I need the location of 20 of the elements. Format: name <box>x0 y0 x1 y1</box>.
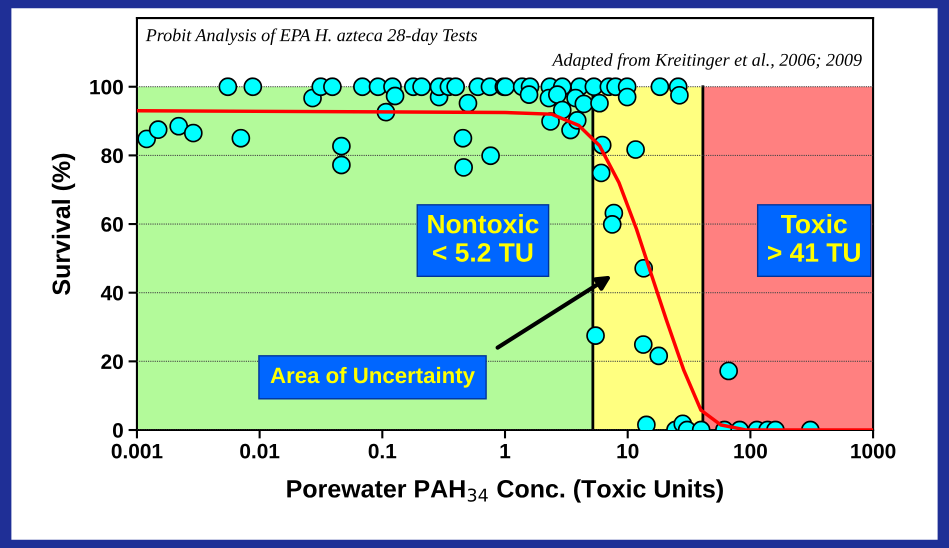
y-tick-label: 60 <box>101 217 123 232</box>
y-tick-label: 40 <box>100 286 123 300</box>
text: Adapted from Kreitinger et al., 2006; 2009 <box>551 53 862 70</box>
x-tick-label: 1000 <box>851 444 896 459</box>
annotation: Toxic > 41 TU <box>768 214 860 262</box>
x-tick-label: 0.1 <box>368 444 396 459</box>
x-tick-label: 10 <box>617 444 638 459</box>
x-axis-title: Porewater PAH$_{34}$ Conc. (Toxic Units) <box>287 479 723 503</box>
annotation: Area of Uncertainty <box>270 366 475 388</box>
x-tick-label: 0.01 <box>240 444 280 459</box>
text: Probit Analysis of EPA H. azteca 28-day Tests <box>146 28 477 45</box>
y-tick-label: 20 <box>101 354 123 370</box>
y-tick-label: 0 <box>112 423 123 438</box>
y-tick-label: 80 <box>101 148 123 164</box>
y-tick-label: 100 <box>90 80 123 94</box>
x-tick-label: 100 <box>734 444 767 459</box>
y-axis-title: Survival (%) <box>52 154 76 295</box>
annotation: Nontoxic < 5.2 TU <box>428 214 539 262</box>
x-tick-label: 1 <box>500 444 510 458</box>
x-tick-label: 0.001 <box>112 444 162 459</box>
